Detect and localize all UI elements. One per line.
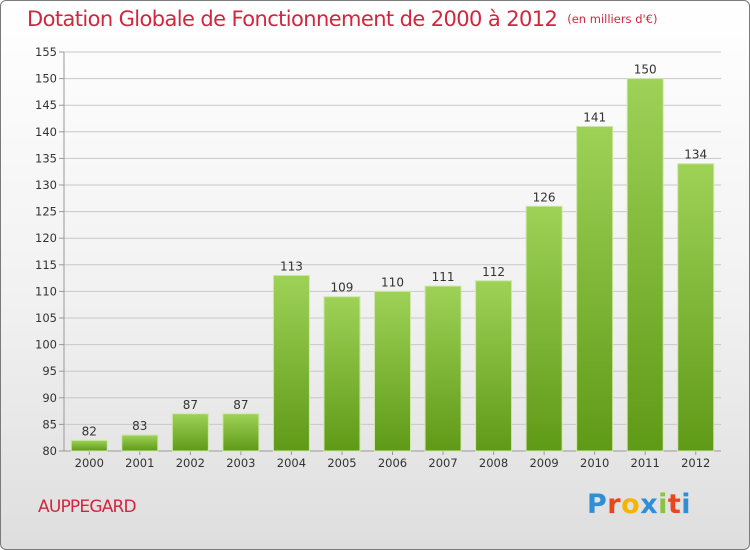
y-tick-label: 125 xyxy=(35,205,57,219)
bar-2004 xyxy=(272,274,310,452)
data-label: 150 xyxy=(634,63,657,77)
data-label: 83 xyxy=(132,419,147,433)
commune-name: AUPPEGARD xyxy=(38,497,137,517)
data-label: 82 xyxy=(82,424,97,438)
bar-2008 xyxy=(475,280,513,452)
y-tick-labels: 80 85 90 95 100 105 110 115 120 125 130 135 140 145 15… xyxy=(35,45,57,458)
x-tick-label: 2012 xyxy=(681,456,710,470)
logo-letter: i xyxy=(658,489,668,520)
x-tick-label: 2004 xyxy=(277,456,306,470)
x-tick-label: 2005 xyxy=(327,456,356,470)
x-tick-label: 2008 xyxy=(479,456,508,470)
bar-2000 xyxy=(70,439,108,452)
bar-2005 xyxy=(323,296,361,452)
x-tick-label: 2000 xyxy=(75,456,104,470)
y-tick-label: 155 xyxy=(35,45,57,59)
data-labels: 82 83 87 87 113 109 110 111 112 126 141 150 134 xyxy=(82,63,708,439)
proxiti-logo: Proxiti xyxy=(587,489,691,520)
data-label: 141 xyxy=(583,110,606,124)
x-tick-label: 2001 xyxy=(125,456,154,470)
bar-2009 xyxy=(525,205,563,452)
y-tick-label: 100 xyxy=(35,338,57,352)
chart-title: Dotation Globale de Fonctionnement de 20… xyxy=(27,7,657,31)
y-tick-label: 90 xyxy=(42,391,57,405)
chart-unit: (en milliers d'€) xyxy=(567,12,658,26)
bar-2001 xyxy=(121,434,159,452)
data-label: 113 xyxy=(280,259,303,273)
y-tick-label: 130 xyxy=(35,178,57,192)
data-label: 111 xyxy=(432,270,455,284)
x-tick-label: 2009 xyxy=(529,456,558,470)
x-tick-labels: 2000 2001 2002 2003 2004 2005 2006 2007 2008 2009… xyxy=(75,456,711,470)
y-tick-label: 140 xyxy=(35,125,57,139)
chart-title-text: Dotation Globale de Fonctionnement de 20… xyxy=(27,7,558,31)
bar-2002 xyxy=(171,413,209,452)
logo-letter: r xyxy=(607,489,622,520)
y-tick-label: 115 xyxy=(35,258,57,272)
bar-2010 xyxy=(576,125,614,452)
data-label: 110 xyxy=(381,275,404,289)
x-tick-label: 2007 xyxy=(428,456,457,470)
y-tick-label: 105 xyxy=(35,311,57,325)
logo-letter: o xyxy=(621,489,641,520)
x-tick-label: 2002 xyxy=(176,456,205,470)
bar-2012 xyxy=(677,163,715,452)
data-label: 134 xyxy=(684,148,707,162)
data-label: 109 xyxy=(331,281,354,295)
x-tick-label: 2003 xyxy=(226,456,255,470)
y-tick-label: 120 xyxy=(35,231,57,245)
data-label: 87 xyxy=(233,398,248,412)
logo-letter: P xyxy=(587,489,608,520)
y-tick-label: 80 xyxy=(42,444,57,458)
bar-2006 xyxy=(374,290,411,452)
data-label: 112 xyxy=(482,265,505,279)
data-label: 126 xyxy=(533,190,556,204)
y-tick-label: 150 xyxy=(35,72,57,86)
logo-letter: i xyxy=(681,489,692,520)
x-tick-label: 2010 xyxy=(580,456,609,470)
x-tick-label: 2006 xyxy=(378,456,407,470)
data-label: 87 xyxy=(183,398,198,412)
y-tick-label: 85 xyxy=(42,417,57,431)
x-tick-label: 2011 xyxy=(631,456,660,470)
bars xyxy=(70,78,715,452)
y-tick-label: 145 xyxy=(35,98,57,112)
bar-2003 xyxy=(222,413,260,452)
bar-2011 xyxy=(626,78,664,452)
bar-2007 xyxy=(424,285,462,452)
y-tick-label: 135 xyxy=(35,151,57,165)
y-tick-label: 110 xyxy=(35,284,57,298)
logo-letter: t xyxy=(667,489,682,520)
logo-letter: x xyxy=(640,489,659,520)
y-tick-label: 95 xyxy=(42,364,57,378)
